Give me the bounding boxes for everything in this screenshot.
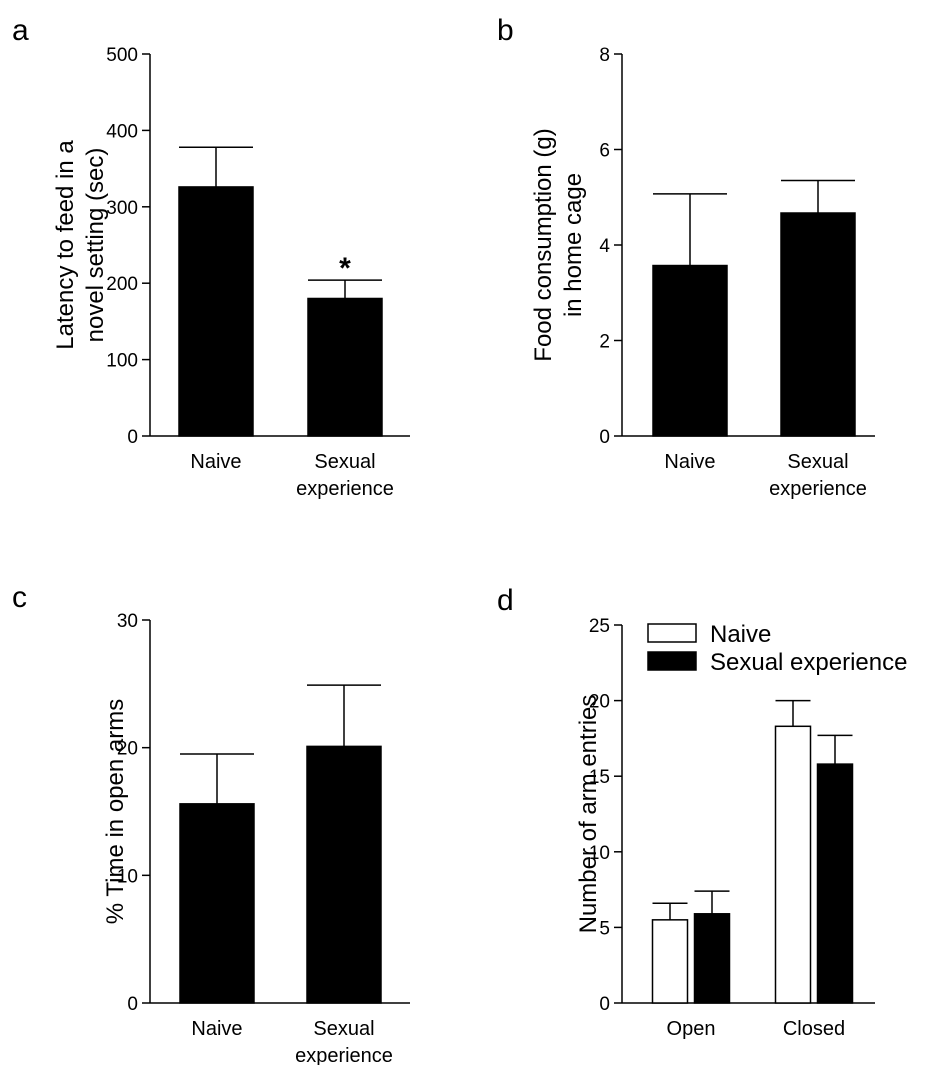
y-axis-title: Food consumption (g) in home cage (530, 128, 587, 361)
y-tick-label: 200 (106, 274, 138, 295)
bar (180, 804, 254, 1003)
y-tick-label: 0 (127, 994, 138, 1015)
x-category-label: Closed (783, 1018, 845, 1040)
significance-marker: * (339, 252, 351, 285)
x-category-label: Sexual (787, 451, 848, 473)
y-tick-label: 2 (599, 332, 610, 353)
bar (653, 266, 727, 436)
x-category-label: Open (667, 1018, 716, 1040)
bar (653, 920, 688, 1003)
x-category-label: experience (295, 1045, 393, 1065)
bar (781, 213, 855, 436)
x-category-label: Naive (190, 451, 241, 473)
panel-letter: b (497, 14, 514, 47)
y-tick-label: 8 (599, 45, 610, 66)
legend-label: Sexual experience (710, 649, 907, 676)
bar (307, 746, 381, 1003)
y-axis-title-line: Latency to feed in a (52, 140, 79, 350)
panel-b: 0 2 4 6 8 b Food consumption (g) in home cage Na… (497, 14, 875, 500)
x-category-label: experience (296, 478, 394, 500)
legend-label: Naive (710, 621, 771, 648)
y-tick-label: 0 (599, 427, 610, 448)
y-axis-title-line: in home cage (560, 173, 587, 317)
y-axis-title-line: Number of arm entries (575, 695, 602, 934)
y-tick-label: 0 (127, 427, 138, 448)
y-axis-title-line: novel setting (sec) (82, 148, 109, 343)
y-axis-title: Number of arm entries (575, 695, 602, 934)
x-category-label: Sexual (314, 451, 375, 473)
y-axis-title-line: % Time in open arms (102, 699, 129, 924)
x-category-label: experience (769, 478, 867, 500)
y-tick-label: 0 (599, 994, 610, 1015)
panel-letter: a (12, 14, 29, 47)
y-tick-label: 500 (106, 45, 138, 66)
legend-swatch (648, 624, 696, 642)
x-category-label: Naive (664, 451, 715, 473)
bar (776, 726, 811, 1003)
bar (179, 187, 253, 436)
bar (308, 298, 382, 436)
y-tick-label: 6 (599, 141, 610, 162)
x-category-label: Sexual (313, 1018, 374, 1040)
y-tick-label: 30 (117, 611, 138, 632)
y-axis-title: % Time in open arms (102, 699, 129, 924)
bar (818, 764, 853, 1003)
panel-a: 0 100 200 300 400 500 a Latency to feed in a nov… (12, 14, 410, 500)
y-tick-label: 25 (589, 616, 610, 637)
panel-letter: d (497, 584, 514, 617)
y-axis-title-line: Food consumption (g) (530, 128, 557, 361)
legend-swatch (648, 652, 696, 670)
y-tick-label: 300 (106, 198, 138, 219)
y-tick-label: 4 (599, 236, 610, 257)
y-tick-label: 100 (106, 351, 138, 372)
panel-letter: c (12, 581, 27, 614)
y-tick-label: 400 (106, 121, 138, 142)
bar (695, 914, 730, 1003)
y-axis-title: Latency to feed in a novel setting (sec) (52, 140, 109, 350)
x-category-label: Naive (191, 1018, 242, 1040)
